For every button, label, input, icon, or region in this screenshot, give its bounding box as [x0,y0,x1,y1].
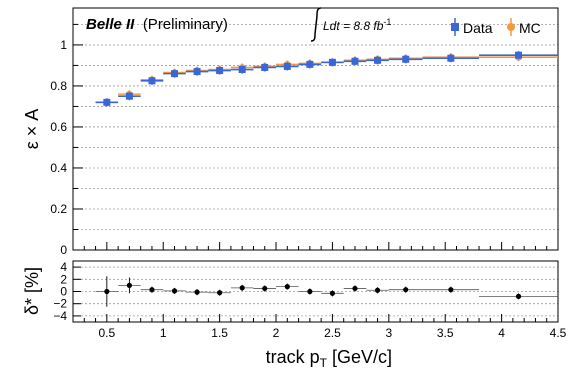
experiment-label: Belle II (Preliminary) [86,16,228,33]
bottom-y-tick-label: −4 [53,309,67,323]
bottom-y-tick-label: 0 [60,285,67,299]
ratio-series [95,276,558,307]
integral-sign-icon [310,7,322,42]
top-panel: 0 0.2 0.4 0.6 0.8 1 ε × A Belle II (Prelimina… [22,7,559,257]
data-point [351,57,359,65]
data-point [148,77,156,85]
data-point [171,70,179,78]
x-axis-title-main: track p [266,347,320,367]
svg-text:Ldt = 8.8 fb-1: Ldt = 8.8 fb-1 [323,17,391,33]
ratio-point [239,285,245,291]
x-tick-label: 2 [273,326,280,340]
bottom-gridlines [73,266,558,317]
y-axis-title-bottom: δ* [%] [22,267,42,315]
ratio-point [307,288,313,295]
x-tick-label: 3 [385,326,392,340]
x-tick-label: 2.5 [324,326,341,340]
data-point [447,54,455,62]
bottom-x-ticks: 0.5 1 1.5 2 2.5 3 3.5 4 4.5 [83,314,567,340]
lumi-value: Ldt = 8.8 fb [323,19,384,33]
bottom-y-tick-label: −2 [53,297,67,311]
experiment-name: Belle II [86,16,135,33]
status-label: (Preliminary) [143,16,228,33]
ratio-point [126,282,132,288]
top-y-tick-label: 0.6 [50,120,67,134]
x-axis-title-sub: T [320,356,328,370]
top-y-ticks: 0 0.2 0.4 0.6 0.8 1 [50,23,83,257]
top-y-tick-label: 0.4 [50,161,67,175]
mc-series [95,53,558,107]
bottom-y-tick-label: 2 [60,272,67,286]
data-point [103,98,111,106]
data-point [125,92,133,100]
data-point [328,58,336,66]
ratio-point [104,288,110,295]
data-point [283,62,291,70]
legend-label-data: Data [463,20,493,36]
top-y-tick-label: 0.2 [50,202,67,216]
ratio-point [515,293,522,299]
legend-marker-mc [507,18,515,36]
ratio-point [171,288,178,294]
ratio-point [329,290,336,296]
luminosity-label: Ldt = 8.8 fb-1 [310,7,391,42]
x-tick-label: 4.5 [550,326,567,340]
ratio-point [448,287,454,293]
ratio-point [374,287,381,293]
x-tick-label: 1 [160,326,167,340]
legend-marker-data [451,18,459,36]
data-point [216,67,224,75]
x-tick-label: 3.5 [437,326,454,340]
data-point [374,56,382,64]
ratio-point [217,290,223,296]
y-axis-title-top: ε × A [22,109,42,150]
data-series [95,51,558,107]
data-point [193,68,201,76]
ratio-point [352,285,358,292]
data-point [306,60,314,68]
top-y-tick-label: 0 [60,243,67,257]
ratio-point [403,287,409,293]
legend: Data MC [451,18,541,36]
top-x-ticks [83,242,559,250]
top-gridlines [73,24,558,230]
top-plot-frame [72,7,559,251]
x-axis-title: track pT [GeV/c] [266,347,392,370]
x-tick-label: 1.5 [211,326,228,340]
legend-label-mc: MC [519,20,541,36]
ratio-point [194,289,200,295]
data-point [261,63,269,71]
lumi-exponent: -1 [383,17,391,27]
ratio-point [284,284,290,290]
data-point [515,51,523,59]
x-tick-label: 4 [498,326,505,340]
ratio-point [149,287,155,293]
top-y-tick-label: 1 [60,38,67,52]
ratio-point [262,285,268,292]
x-axis-title-unit: [GeV/c] [327,347,392,367]
data-point [402,55,410,63]
data-point [238,66,246,74]
x-tick-label: 0.5 [98,326,115,340]
top-y-tick-label: 0.8 [50,79,67,93]
bottom-y-tick-label: 4 [60,260,67,274]
